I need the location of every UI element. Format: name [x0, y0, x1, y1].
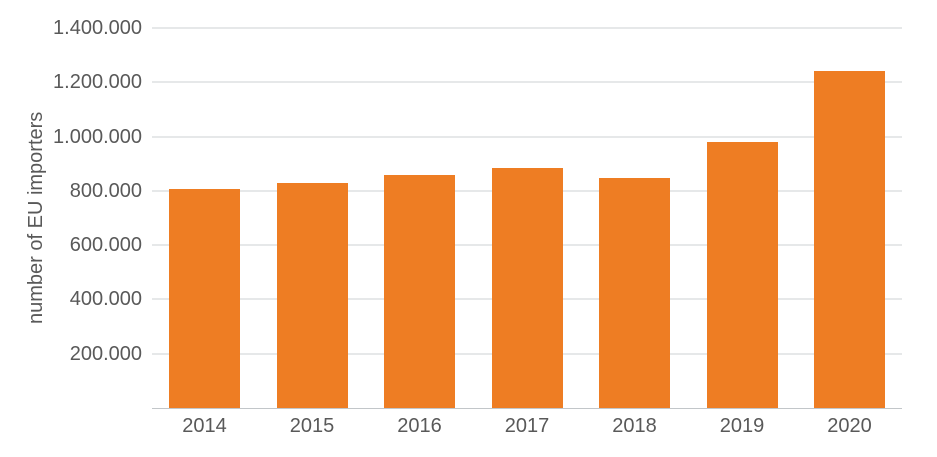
- x-axis-tick-label: 2020: [827, 415, 872, 437]
- bar-2016: [384, 175, 455, 408]
- y-axis-tick-label: 800.000: [69, 179, 142, 202]
- gridline: [152, 27, 902, 29]
- bar-2014: [169, 188, 240, 408]
- x-axis-tick-label: 2019: [719, 415, 765, 437]
- x-axis-tick-label: 2016: [397, 415, 442, 437]
- bar-2017: [491, 168, 563, 408]
- x-axis-tick-labels: 2014 2015 2016 2017 2018 2019 2020: [152, 414, 902, 438]
- bar-2019: [706, 142, 778, 408]
- bar-2015: [276, 183, 348, 408]
- y-axis-tick-label: 1.400.000: [53, 17, 142, 39]
- plot-area: [152, 27, 902, 409]
- gridline: [152, 81, 902, 83]
- x-axis-tick-label: 2015: [289, 415, 335, 437]
- bar-2018: [599, 177, 670, 408]
- gridline: [152, 136, 902, 138]
- bar-2020: [814, 70, 885, 408]
- x-axis-tick-label: 2017: [504, 415, 550, 437]
- x-axis-tick-label: 2014: [182, 415, 227, 437]
- y-axis-tick-label: 400.000: [69, 288, 142, 311]
- bars-container: [152, 28, 902, 408]
- y-axis-tick-label: 1.000.000: [53, 125, 142, 148]
- y-axis-tick-label: 200.000: [69, 342, 142, 365]
- x-axis-tick-label: 2018: [612, 415, 657, 437]
- y-axis-tick-labels: 200.000 400.000 600.000 800.000 1.000.000 1.2…: [0, 18, 142, 408]
- y-axis-tick-label: 600.000: [69, 234, 142, 257]
- y-axis-tick-label: 1.200.000: [53, 71, 142, 94]
